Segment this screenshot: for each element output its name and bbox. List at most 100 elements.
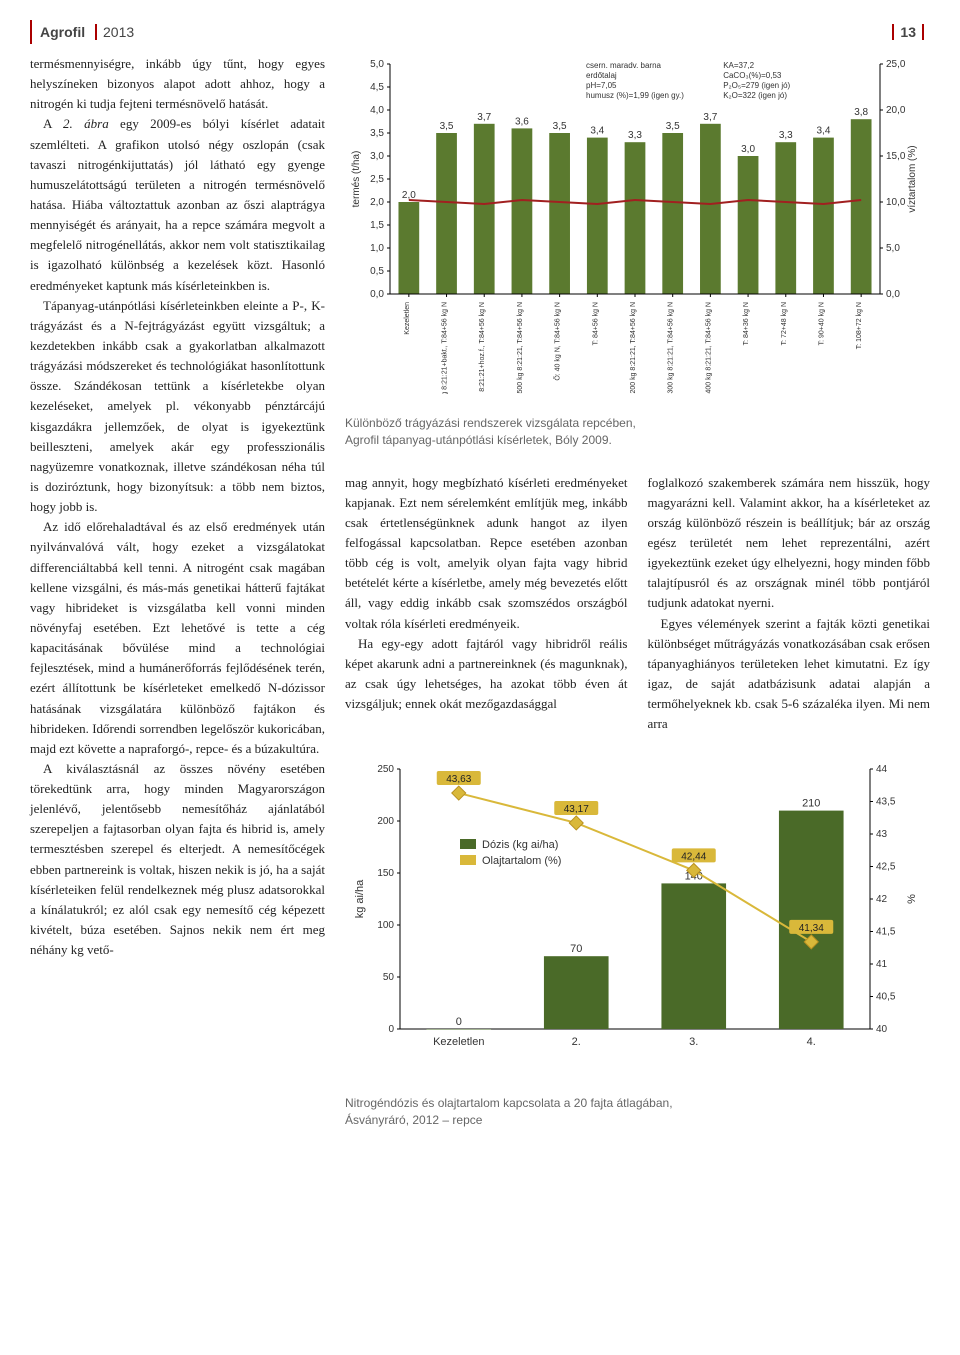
paragraph: Tápanyag-utánpótlási kísérleteinkben ele… xyxy=(30,296,325,518)
svg-text:41: 41 xyxy=(876,959,888,970)
svg-text:15,0: 15,0 xyxy=(886,151,906,162)
svg-text:4,0: 4,0 xyxy=(370,105,384,116)
svg-text:3,4: 3,4 xyxy=(590,126,604,137)
left-column: termésmennyiségre, inkább úgy tűnt, hogy… xyxy=(30,54,325,1143)
svg-text:43: 43 xyxy=(876,829,888,840)
svg-text:csern. maradv. barna: csern. maradv. barna xyxy=(586,61,662,70)
chart-2-caption: Nitrogéndózis és olajtartalom kapcsolata… xyxy=(345,1095,930,1129)
svg-text:Kezeletlen: Kezeletlen xyxy=(404,302,411,335)
chart-2: 0 50 100 150 200 250 40 40,5 41 41,5 42 42,5 43 43,5 4… xyxy=(345,754,930,1079)
chart-1: 0,0 0,5 1,0 1,5 2,0 2,5 3,0 3,5 4,0 4,5 5,0 0,0 5,0 1… xyxy=(345,54,930,399)
paragraph: A 2. ábra egy 2009-es bólyi kísérlet ada… xyxy=(30,114,325,295)
svg-text:T: 84+36 kg N: T: 84+36 kg N xyxy=(743,302,750,345)
svg-text:42,44: 42,44 xyxy=(681,852,706,863)
svg-text:3,0: 3,0 xyxy=(741,144,755,155)
svg-text:Dózis (kg ai/ha): Dózis (kg ai/ha) xyxy=(482,839,558,851)
svg-text:3.: 3. xyxy=(689,1036,698,1048)
paragraph: Az idő előrehaladtával és az első eredmé… xyxy=(30,517,325,759)
svg-text:1,0: 1,0 xyxy=(370,243,384,254)
svg-text:T: 108+72 kg N: T: 108+72 kg N xyxy=(856,302,863,349)
svg-text:3,5: 3,5 xyxy=(553,121,567,132)
svg-text:Ő: 200 kg 8:21:21+hoz.f., T:84: Ő: 200 kg 8:21:21+hoz.f., T:84+56 kg N xyxy=(477,302,486,394)
paragraph: Egyes vélemények szerint a fajták közti … xyxy=(648,614,931,735)
svg-text:víztartalom (%): víztartalom (%) xyxy=(907,145,918,212)
page-number: 13 xyxy=(892,24,916,40)
svg-text:pH=7,05: pH=7,05 xyxy=(586,81,617,90)
svg-text:44: 44 xyxy=(876,764,888,775)
svg-text:T: 90+40 kg N: T: 90+40 kg N xyxy=(818,302,825,345)
svg-text:erdőtalaj: erdőtalaj xyxy=(586,71,617,80)
svg-text:4.: 4. xyxy=(807,1036,816,1048)
svg-text:0,5: 0,5 xyxy=(370,266,384,277)
svg-text:Ő: 200 kg 8:21:21, T:84+56 kg: Ő: 200 kg 8:21:21, T:84+56 kg N xyxy=(628,302,637,394)
paragraph: termésmennyiségre, inkább úgy tűnt, hogy… xyxy=(30,54,325,114)
svg-text:Ő: 500 kg 8:21:21, T:84+56 kg: Ő: 500 kg 8:21:21, T:84+56 kg N xyxy=(515,302,524,394)
paragraph: Ha egy-egy adott fajtáról vagy hibridről… xyxy=(345,634,628,715)
svg-text:70: 70 xyxy=(570,944,582,956)
svg-text:P₂O₅=279 (igen jó): P₂O₅=279 (igen jó) xyxy=(723,81,790,90)
svg-text:KA=37,2: KA=37,2 xyxy=(723,61,754,70)
svg-text:3,5: 3,5 xyxy=(370,128,384,139)
svg-text:Ő: 400 kg 8:21:21, T:84+56 kg: Ő: 400 kg 8:21:21, T:84+56 kg N xyxy=(703,302,712,394)
svg-text:10,0: 10,0 xyxy=(886,197,906,208)
svg-text:3,5: 3,5 xyxy=(666,121,680,132)
svg-text:0: 0 xyxy=(388,1024,394,1035)
brand: Agrofil xyxy=(40,24,85,40)
svg-text:3,5: 3,5 xyxy=(440,121,454,132)
svg-text:250: 250 xyxy=(377,764,394,775)
year: 2013 xyxy=(95,24,134,40)
svg-text:2,0: 2,0 xyxy=(370,197,384,208)
svg-text:40,5: 40,5 xyxy=(876,992,896,1003)
svg-text:3,6: 3,6 xyxy=(515,116,529,127)
svg-text:3,7: 3,7 xyxy=(703,112,717,123)
svg-text:Kezeletlen: Kezeletlen xyxy=(433,1036,484,1048)
chart-1-caption: Különböző trágyázási rendszerek vizsgála… xyxy=(345,415,930,449)
paragraph: A kiválasztásnál az összes növény esetéb… xyxy=(30,759,325,960)
svg-text:43,63: 43,63 xyxy=(446,774,471,785)
svg-text:150: 150 xyxy=(377,868,394,879)
svg-text:5,0: 5,0 xyxy=(886,243,900,254)
svg-text:0,0: 0,0 xyxy=(886,289,900,300)
svg-text:%: % xyxy=(906,894,918,904)
svg-text:Ő: 300 kg 8:21:21, T:84+56 kg: Ő: 300 kg 8:21:21, T:84+56 kg N xyxy=(666,302,675,394)
svg-text:40: 40 xyxy=(876,1024,888,1035)
paragraph: foglalkozó szakemberek számára nem hissz… xyxy=(648,473,931,614)
mid-column: mag annyit, hogy megbízható kísérleti er… xyxy=(345,473,628,735)
svg-text:Olajtartalom (%): Olajtartalom (%) xyxy=(482,855,561,867)
svg-text:41,5: 41,5 xyxy=(876,927,896,938)
svg-text:2.: 2. xyxy=(572,1036,581,1048)
right-column: foglalkozó szakemberek számára nem hissz… xyxy=(648,473,931,735)
svg-text:T: 84+56 kg N: T: 84+56 kg N xyxy=(592,302,599,345)
svg-text:3,4: 3,4 xyxy=(817,126,831,137)
svg-text:5,0: 5,0 xyxy=(370,59,384,70)
svg-text:25,0: 25,0 xyxy=(886,59,906,70)
svg-text:3,0: 3,0 xyxy=(370,151,384,162)
svg-text:3,3: 3,3 xyxy=(628,130,642,141)
svg-text:3,8: 3,8 xyxy=(854,107,868,118)
svg-text:1,5: 1,5 xyxy=(370,220,384,231)
svg-text:2,5: 2,5 xyxy=(370,174,384,185)
svg-text:kg ai/ha: kg ai/ha xyxy=(354,879,366,918)
svg-text:3,3: 3,3 xyxy=(779,130,793,141)
paragraph: mag annyit, hogy megbízható kísérleti er… xyxy=(345,473,628,634)
svg-text:20,0: 20,0 xyxy=(886,105,906,116)
svg-text:0: 0 xyxy=(456,1016,462,1028)
svg-text:3,7: 3,7 xyxy=(477,112,491,123)
page-header: Agrofil 2013 13 xyxy=(30,20,930,44)
svg-text:Ő: 40 kg N, T:84+56 kg N: Ő: 40 kg N, T:84+56 kg N xyxy=(553,302,562,381)
svg-text:K₂O=322 (igen jó): K₂O=322 (igen jó) xyxy=(723,91,787,100)
svg-text:humusz (%)=1,99 (igen gy.): humusz (%)=1,99 (igen gy.) xyxy=(586,91,684,100)
svg-text:42,5: 42,5 xyxy=(876,862,896,873)
svg-text:50: 50 xyxy=(383,972,395,983)
svg-text:41,34: 41,34 xyxy=(799,923,824,934)
svg-text:100: 100 xyxy=(377,920,394,931)
svg-text:43,5: 43,5 xyxy=(876,797,896,808)
svg-text:200: 200 xyxy=(377,816,394,827)
svg-text:4,5: 4,5 xyxy=(370,82,384,93)
svg-text:43,17: 43,17 xyxy=(564,804,589,815)
svg-text:0,0: 0,0 xyxy=(370,289,384,300)
svg-text:termés (t/ha): termés (t/ha) xyxy=(351,151,362,208)
svg-text:T: 72+48 kg N: T: 72+48 kg N xyxy=(781,302,788,345)
svg-text:42: 42 xyxy=(876,894,888,905)
svg-text:210: 210 xyxy=(802,798,820,810)
